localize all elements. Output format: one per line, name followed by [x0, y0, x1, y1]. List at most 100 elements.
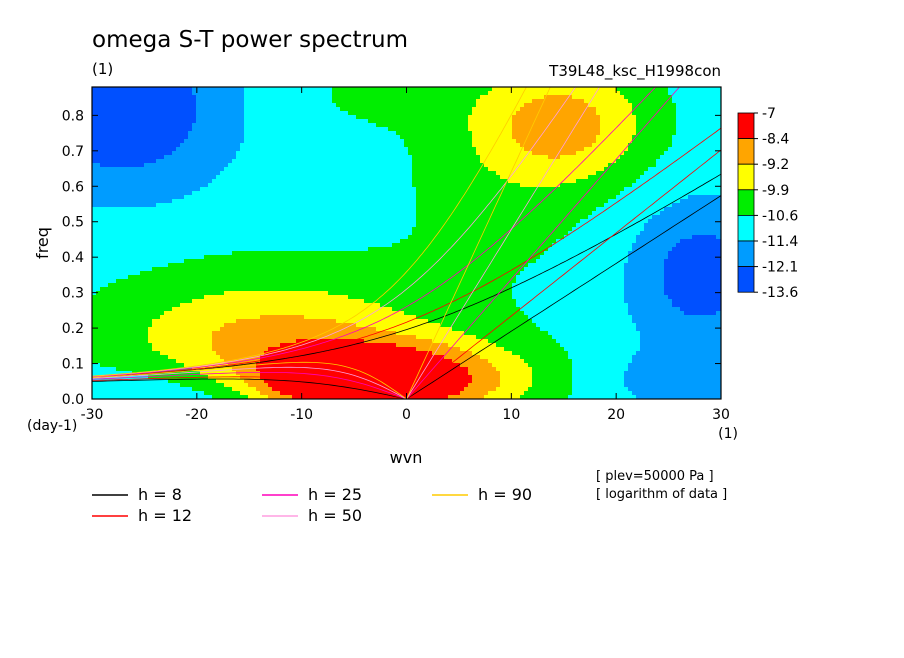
field-cell [172, 383, 177, 400]
field-cell [236, 151, 241, 252]
field-cell [192, 299, 197, 372]
field-cell [168, 203, 173, 264]
field-cell [180, 143, 185, 200]
field-cell [692, 87, 697, 196]
field-cell [116, 167, 121, 208]
field-cell [336, 295, 341, 324]
field-cell [420, 319, 425, 340]
field-cell [288, 291, 293, 316]
field-cell [92, 207, 97, 296]
field-cell [240, 379, 245, 396]
field-cell [672, 87, 677, 104]
field-cell [312, 339, 317, 400]
field-cell [260, 251, 265, 292]
field-cell [668, 95, 673, 148]
field-cell [196, 191, 201, 260]
field-cell [316, 87, 321, 252]
field-cell [588, 107, 593, 148]
field-cell [248, 319, 253, 388]
field-cell [364, 251, 369, 304]
field-cell [340, 295, 345, 324]
field-cell [320, 291, 325, 320]
field-cell [344, 339, 349, 400]
field-cell [692, 315, 697, 400]
field-cell [396, 135, 401, 244]
field-cell [528, 87, 533, 104]
field-cell [92, 163, 97, 208]
field-cell [200, 259, 205, 300]
field-cell [596, 115, 601, 136]
field-cell [204, 295, 209, 376]
power-field [92, 87, 725, 400]
field-cell [152, 351, 157, 380]
field-cell [624, 263, 629, 304]
field-cell [220, 327, 225, 360]
field-cell [300, 251, 305, 292]
field-cell [192, 391, 197, 400]
legend-label: h = 90 [478, 485, 532, 504]
field-cell [248, 87, 253, 252]
field-cell [256, 251, 261, 292]
field-cell [280, 315, 285, 344]
field-cell [556, 87, 561, 96]
field-cell [352, 299, 357, 324]
field-cell [396, 243, 401, 312]
field-cell [96, 207, 101, 292]
field-cell [520, 311, 525, 360]
y-unit-label: (day-1) [27, 418, 77, 434]
field-cell [672, 247, 677, 308]
field-cell [184, 303, 189, 368]
field-cell [152, 379, 157, 400]
field-cell [92, 295, 97, 364]
field-cell [124, 167, 129, 208]
field-cell [120, 87, 125, 168]
field-cell [112, 167, 117, 208]
field-cell [428, 339, 433, 352]
y-tick-label: 0.7 [62, 144, 84, 160]
field-cell [708, 315, 713, 400]
field-cell [452, 331, 457, 348]
field-cell [284, 87, 289, 252]
field-cell [628, 103, 633, 144]
field-cell [104, 367, 109, 400]
field-cell [684, 239, 689, 316]
field-cell [320, 251, 325, 292]
field-cell [524, 363, 529, 392]
y-tick-label: 0.3 [62, 286, 84, 302]
field-cell [688, 239, 693, 316]
field-cell [412, 187, 417, 228]
field-cell [476, 99, 481, 156]
legend-label: h = 50 [308, 506, 362, 525]
field-cell [604, 203, 609, 400]
field-cell [100, 87, 105, 168]
field-cell [704, 87, 709, 196]
field-cell [660, 87, 665, 156]
y-tick-label: 0.1 [62, 357, 84, 373]
field-cell [672, 135, 677, 204]
field-cell [528, 151, 533, 188]
field-cell [332, 103, 337, 252]
field-cell [260, 291, 265, 316]
legend-label: h = 8 [138, 485, 182, 504]
field-cell [564, 87, 569, 96]
field-cell [508, 87, 513, 184]
field-cell [580, 219, 585, 400]
field-cell [128, 167, 133, 208]
field-cell [320, 87, 325, 252]
field-cell [328, 295, 333, 320]
field-cell [296, 251, 301, 292]
field-cell [580, 99, 585, 152]
field-cell [284, 291, 289, 316]
field-cell [580, 87, 585, 100]
field-cell [300, 291, 305, 316]
field-cell [304, 87, 309, 252]
y-tick-label: 0.8 [62, 108, 84, 124]
field-cell [456, 363, 461, 396]
field-cell [372, 247, 377, 304]
field-cell [624, 87, 629, 100]
field-cell [516, 355, 521, 400]
field-cell [356, 339, 361, 400]
field-cell [404, 335, 409, 348]
field-cell [648, 167, 653, 220]
field-cell [284, 343, 289, 396]
